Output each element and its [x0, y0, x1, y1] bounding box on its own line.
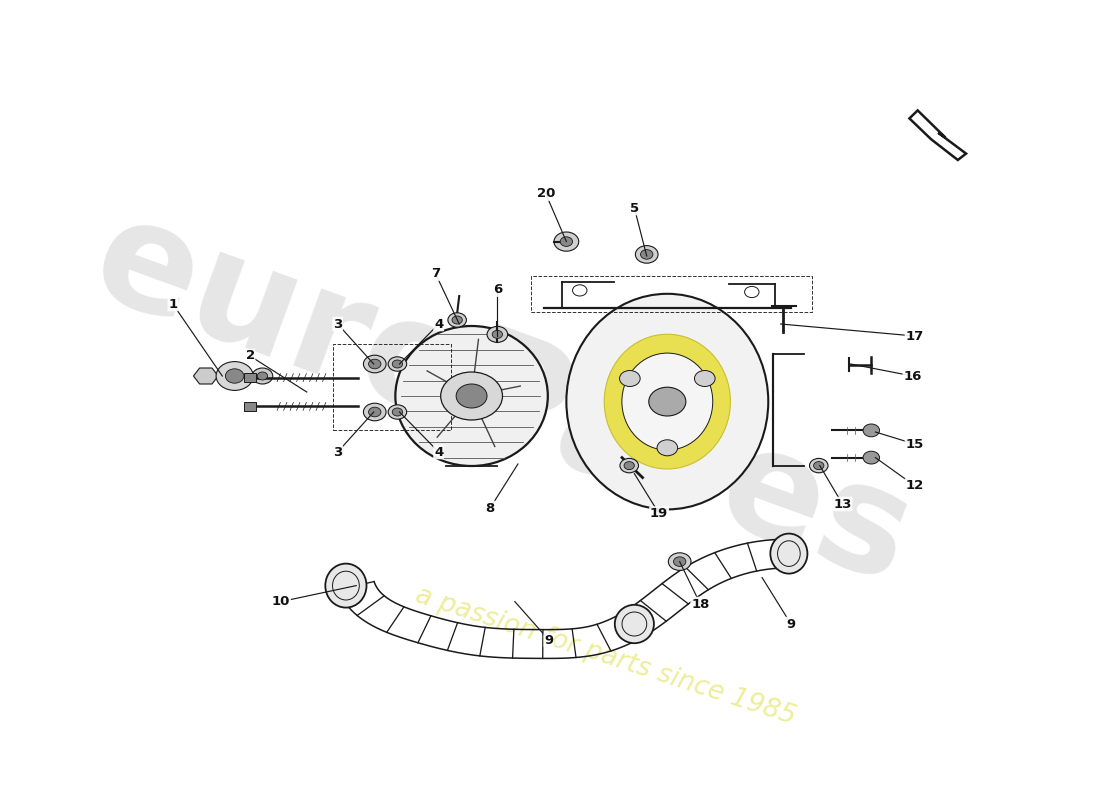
Text: 6: 6	[493, 283, 502, 296]
Ellipse shape	[770, 534, 807, 574]
Circle shape	[368, 407, 381, 417]
Circle shape	[487, 326, 507, 342]
Circle shape	[252, 368, 273, 384]
Circle shape	[673, 557, 686, 566]
Text: 20: 20	[537, 187, 554, 200]
Text: 8: 8	[485, 502, 495, 514]
FancyBboxPatch shape	[244, 402, 256, 411]
Circle shape	[226, 369, 244, 383]
Ellipse shape	[621, 353, 713, 450]
Circle shape	[657, 440, 678, 456]
Circle shape	[456, 384, 487, 408]
Text: 18: 18	[691, 598, 710, 610]
Text: 3: 3	[333, 446, 342, 458]
Text: 1: 1	[168, 298, 177, 310]
Circle shape	[448, 313, 466, 327]
Circle shape	[814, 462, 824, 470]
Text: 4: 4	[434, 318, 443, 330]
Circle shape	[619, 370, 640, 386]
Circle shape	[393, 360, 403, 368]
Text: 16: 16	[903, 370, 922, 382]
Circle shape	[669, 553, 691, 570]
Circle shape	[441, 372, 503, 420]
Text: 9: 9	[786, 618, 795, 630]
Ellipse shape	[395, 326, 548, 466]
Text: 17: 17	[905, 330, 924, 342]
Text: 12: 12	[905, 479, 924, 492]
Circle shape	[636, 246, 658, 263]
Ellipse shape	[604, 334, 730, 469]
Circle shape	[452, 316, 462, 324]
Circle shape	[864, 451, 880, 464]
Circle shape	[572, 285, 587, 296]
Ellipse shape	[566, 294, 768, 510]
Circle shape	[694, 370, 715, 386]
Circle shape	[388, 405, 407, 419]
Text: 9: 9	[544, 634, 553, 646]
Text: 7: 7	[431, 267, 440, 280]
Circle shape	[810, 458, 828, 473]
Circle shape	[864, 424, 880, 437]
Text: 13: 13	[834, 498, 851, 510]
Circle shape	[388, 357, 407, 371]
Circle shape	[393, 408, 403, 416]
Text: 15: 15	[905, 438, 924, 450]
Circle shape	[363, 403, 386, 421]
Polygon shape	[194, 368, 218, 384]
Text: euroPares: euroPares	[75, 185, 931, 615]
Circle shape	[216, 362, 253, 390]
Circle shape	[624, 462, 635, 470]
Text: 4: 4	[434, 446, 443, 458]
Circle shape	[745, 286, 759, 298]
Circle shape	[554, 232, 579, 251]
Circle shape	[257, 372, 267, 380]
Text: 10: 10	[272, 595, 290, 608]
FancyBboxPatch shape	[244, 373, 256, 382]
Circle shape	[620, 458, 638, 473]
Text: 19: 19	[650, 507, 668, 520]
Circle shape	[560, 237, 572, 246]
Circle shape	[649, 387, 686, 416]
Text: 3: 3	[333, 318, 342, 330]
Circle shape	[492, 330, 503, 338]
Circle shape	[363, 355, 386, 373]
Text: a passion for parts since 1985: a passion for parts since 1985	[412, 582, 799, 730]
Ellipse shape	[615, 605, 653, 643]
Circle shape	[368, 359, 381, 369]
Text: 2: 2	[245, 350, 255, 362]
Text: 5: 5	[630, 202, 639, 214]
Circle shape	[640, 250, 653, 259]
Ellipse shape	[326, 563, 366, 608]
